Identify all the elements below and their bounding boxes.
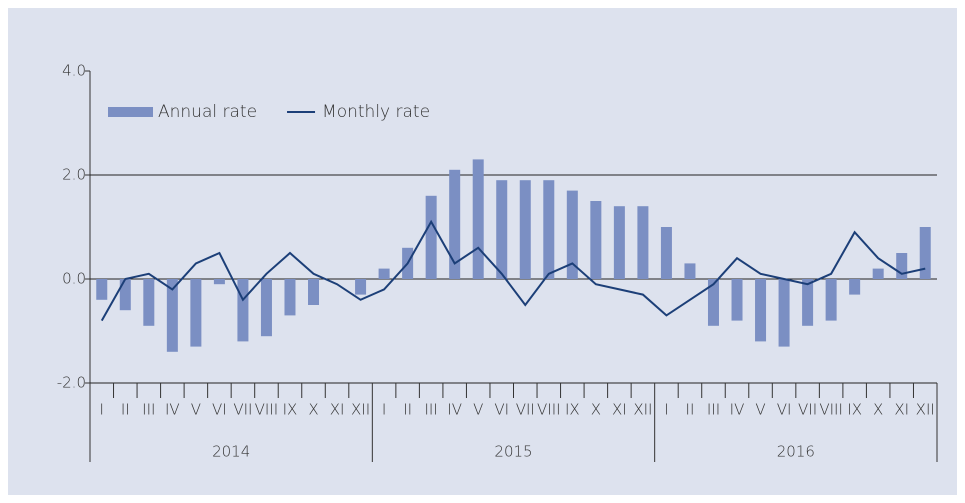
x-tick-label: IX	[565, 401, 580, 419]
year-label: 2014	[212, 443, 250, 461]
bar	[849, 279, 861, 295]
bar	[472, 159, 484, 279]
x-tick-label: IV	[447, 401, 462, 419]
bar	[425, 195, 437, 279]
x-tick-label: II	[686, 401, 695, 419]
bar	[378, 268, 390, 279]
bar	[449, 169, 461, 279]
bar	[566, 190, 578, 279]
x-tick-label: X	[308, 401, 318, 419]
x-tick-label: III	[142, 401, 155, 419]
x-tick-label: III	[707, 401, 720, 419]
bar	[637, 206, 649, 279]
bar	[707, 279, 719, 326]
x-tick-label: I	[100, 401, 104, 419]
x-tick-label: IX	[847, 401, 862, 419]
bar	[143, 279, 155, 326]
bar	[308, 279, 320, 305]
bar	[496, 180, 508, 279]
x-tick-label: VII	[233, 401, 252, 419]
legend-label: Monthly rate	[322, 102, 430, 122]
bar	[778, 279, 790, 347]
bar	[731, 279, 743, 321]
y-tick-label: -2.0	[57, 374, 86, 392]
y-tick-label: 2.0	[62, 166, 86, 184]
y-tick-label: 0.0	[62, 270, 86, 288]
x-tick-label: XI	[330, 401, 345, 419]
x-tick-label: X	[873, 401, 883, 419]
x-tick-label: III	[425, 401, 438, 419]
x-tick-label: XII	[633, 401, 652, 419]
bar	[755, 279, 767, 342]
bar	[166, 279, 178, 352]
bar	[919, 227, 931, 279]
x-tick-label: VIII	[819, 401, 843, 419]
bar	[825, 279, 837, 321]
x-tick-label: II	[403, 401, 412, 419]
x-tick-label: I	[664, 401, 668, 419]
x-tick-label: XII	[916, 401, 935, 419]
x-tick-label: IX	[283, 401, 298, 419]
bar	[896, 253, 908, 279]
x-tick-label: XI	[612, 401, 627, 419]
x-tick-label: II	[121, 401, 130, 419]
bar	[590, 201, 602, 279]
x-tick-label: VI	[212, 401, 227, 419]
bar	[684, 263, 696, 279]
x-tick-label: IV	[165, 401, 180, 419]
bar	[190, 279, 202, 347]
x-tick-label: X	[591, 401, 601, 419]
x-tick-label: VI	[494, 401, 509, 419]
x-tick-label: VIII	[537, 401, 561, 419]
bar	[872, 268, 884, 279]
bar	[237, 279, 249, 342]
legend-label: Annual rate	[158, 102, 257, 122]
bar	[802, 279, 814, 326]
bar	[284, 279, 296, 316]
bar	[96, 279, 108, 300]
year-label: 2016	[777, 443, 815, 461]
bar	[613, 206, 625, 279]
x-tick-label: VII	[798, 401, 817, 419]
x-tick-label: VII	[516, 401, 535, 419]
bar	[660, 227, 672, 279]
year-label: 2015	[494, 443, 532, 461]
x-tick-label: I	[382, 401, 386, 419]
x-tick-label: V	[191, 401, 201, 419]
x-tick-label: V	[755, 401, 765, 419]
x-tick-label: VIII	[255, 401, 279, 419]
bar	[355, 279, 367, 295]
x-tick-label: XI	[894, 401, 909, 419]
bar	[119, 279, 131, 311]
legend-swatch	[108, 107, 153, 117]
bar	[543, 180, 555, 279]
x-tick-label: V	[473, 401, 483, 419]
x-tick-label: VI	[777, 401, 792, 419]
bar	[260, 279, 272, 337]
y-tick-label: 4.0	[62, 62, 86, 80]
line	[100, 219, 926, 322]
x-tick-label: IV	[730, 401, 745, 419]
bar	[213, 279, 225, 285]
x-tick-label: XII	[351, 401, 370, 419]
bar	[519, 180, 531, 279]
